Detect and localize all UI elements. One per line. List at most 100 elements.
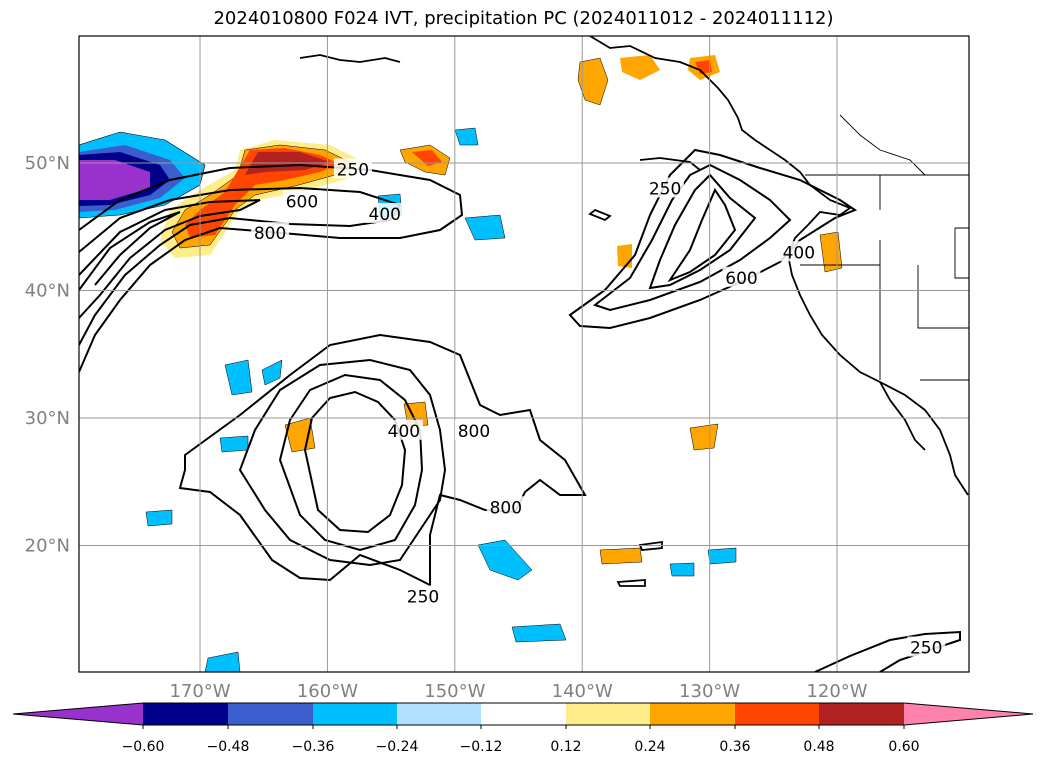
precip-negative-core bbox=[79, 160, 150, 200]
map-area: 250 600 400 800 250 400 600 400 800 800 250 250 bbox=[78, 35, 970, 673]
ivt-contour-600-south bbox=[278, 373, 424, 552]
ivt-contour-400-south bbox=[238, 358, 447, 567]
contour-label-background bbox=[722, 266, 761, 287]
gridlines bbox=[79, 36, 969, 672]
longitude-label: 130°W bbox=[679, 681, 740, 702]
contour-label: 800 bbox=[490, 498, 522, 518]
ivt-contour-800-south bbox=[303, 390, 407, 534]
precip-negative-blob bbox=[707, 547, 737, 565]
precip-negative-blob bbox=[454, 127, 479, 146]
colorbar-segment bbox=[143, 703, 228, 725]
colorbar-tick-label: −0.12 bbox=[460, 739, 503, 755]
figure-title: 2024010800 F024 IVT, precipitation PC (2… bbox=[213, 8, 834, 29]
precip-negative-blob bbox=[204, 651, 241, 672]
colorbar-tick-label: 0.48 bbox=[803, 739, 834, 755]
precip-positive-blob bbox=[689, 423, 719, 451]
colorbar-tick-label: 0.36 bbox=[719, 739, 750, 755]
contour-label: 800 bbox=[458, 422, 490, 442]
precip-negative-blob bbox=[219, 435, 249, 453]
contour-label: 600 bbox=[286, 192, 318, 212]
longitude-label: 170°W bbox=[169, 681, 230, 702]
precip-negative-blob bbox=[145, 509, 173, 527]
border-states bbox=[800, 114, 969, 381]
colorbar-segment bbox=[481, 703, 566, 725]
contour-label: 400 bbox=[388, 422, 420, 442]
colorbar-segment bbox=[313, 703, 397, 725]
precip-positive-blob bbox=[819, 231, 843, 273]
contour-label: 250 bbox=[337, 160, 369, 180]
contour-label-background bbox=[403, 585, 442, 606]
coastline-aleutians bbox=[299, 54, 401, 63]
precip-positive-blob bbox=[577, 57, 609, 106]
contour-label-background bbox=[365, 203, 404, 223]
ocean-background bbox=[79, 36, 969, 672]
precip-positive-core bbox=[412, 150, 442, 166]
ivt-contour-250-ne bbox=[568, 148, 858, 330]
latitude-label: 40°N bbox=[25, 281, 70, 302]
colorbar-segment bbox=[819, 703, 904, 725]
ivt-contour-800-ne bbox=[667, 187, 737, 283]
contour-label-background bbox=[384, 419, 423, 440]
colorbar-tick-label: 0.24 bbox=[634, 739, 665, 755]
contour-label-background bbox=[779, 241, 818, 262]
longitude-labels: 170°W 160°W 150°W 140°W 130°W 120°W bbox=[169, 681, 867, 702]
contour-label-background bbox=[333, 158, 372, 179]
colorbar-extend-low bbox=[13, 703, 143, 725]
colorbar-segment bbox=[566, 703, 650, 725]
latitude-label: 20°N bbox=[25, 536, 70, 557]
precip-negative-blob bbox=[511, 623, 567, 643]
ivt-contour-800-north bbox=[79, 211, 181, 291]
latitude-labels: 50°N 40°N 30°N 20°N bbox=[25, 153, 70, 557]
colorbar-segment bbox=[735, 703, 819, 725]
map-frame bbox=[78, 35, 970, 673]
contour-label-background bbox=[486, 496, 525, 517]
ivt-contour-labels: 250 600 400 800 250 400 600 400 800 800 250 250 bbox=[251, 158, 946, 659]
colorbar-tick-labels: −0.60 −0.48 −0.36 −0.24 −0.12 0.12 0.24 0.36 0.4… bbox=[122, 725, 920, 755]
colorbar-tick-label: −0.60 bbox=[122, 739, 165, 755]
colorbar-segment bbox=[397, 703, 481, 725]
colorbar-tick-label: 0.12 bbox=[550, 739, 581, 755]
ivt-contour-600-north bbox=[79, 199, 261, 319]
contour-label-background bbox=[454, 419, 493, 440]
ivt-contour-400-ne bbox=[592, 163, 792, 312]
coastline-baja bbox=[879, 381, 926, 451]
ivt-contour-250-north bbox=[79, 163, 464, 373]
contour-label-background bbox=[907, 636, 946, 657]
latitude-label: 50°N bbox=[25, 153, 70, 174]
precip-positive-blob bbox=[599, 547, 643, 565]
coastline-islands bbox=[639, 157, 701, 171]
precip-negative-blob bbox=[477, 539, 533, 581]
ivt-contour-600-ne bbox=[648, 173, 757, 290]
precip-positive-core bbox=[185, 148, 340, 238]
island-guadalupe bbox=[638, 540, 663, 551]
longitude-label: 140°W bbox=[552, 681, 613, 702]
longitude-label: 160°W bbox=[297, 681, 358, 702]
precip-positive-blob bbox=[284, 417, 316, 453]
precip-negative-blob bbox=[669, 562, 695, 577]
precip-positive-blob bbox=[617, 244, 632, 268]
precip-negative-blob bbox=[261, 359, 283, 386]
colorbar-segment bbox=[228, 703, 313, 725]
precip-negative-blob bbox=[224, 359, 253, 396]
latitude-label: 30°N bbox=[25, 408, 70, 429]
colorbar-tick-label: −0.48 bbox=[207, 739, 250, 755]
longitude-label: 120°W bbox=[806, 681, 867, 702]
colorbar bbox=[12, 702, 1034, 726]
contour-label: 600 bbox=[725, 269, 757, 289]
ivt-contour-250-southeast bbox=[814, 630, 961, 672]
precip-shading-layer bbox=[79, 55, 843, 672]
island-hawaii bbox=[588, 208, 612, 222]
colorbar-tick-label: −0.36 bbox=[292, 739, 335, 755]
contour-label: 250 bbox=[407, 588, 439, 608]
contour-label: 800 bbox=[254, 224, 286, 244]
contour-label-background bbox=[251, 222, 290, 243]
contour-label: 400 bbox=[783, 243, 815, 263]
precip-positive-blob bbox=[620, 55, 660, 80]
longitude-label: 150°W bbox=[424, 681, 485, 702]
contour-label: 400 bbox=[369, 205, 401, 225]
contour-label-background bbox=[646, 177, 685, 198]
border-layer bbox=[800, 114, 969, 381]
colorbar-tick-label: 0.60 bbox=[888, 739, 919, 755]
ivt-contour-250-south bbox=[178, 333, 587, 587]
